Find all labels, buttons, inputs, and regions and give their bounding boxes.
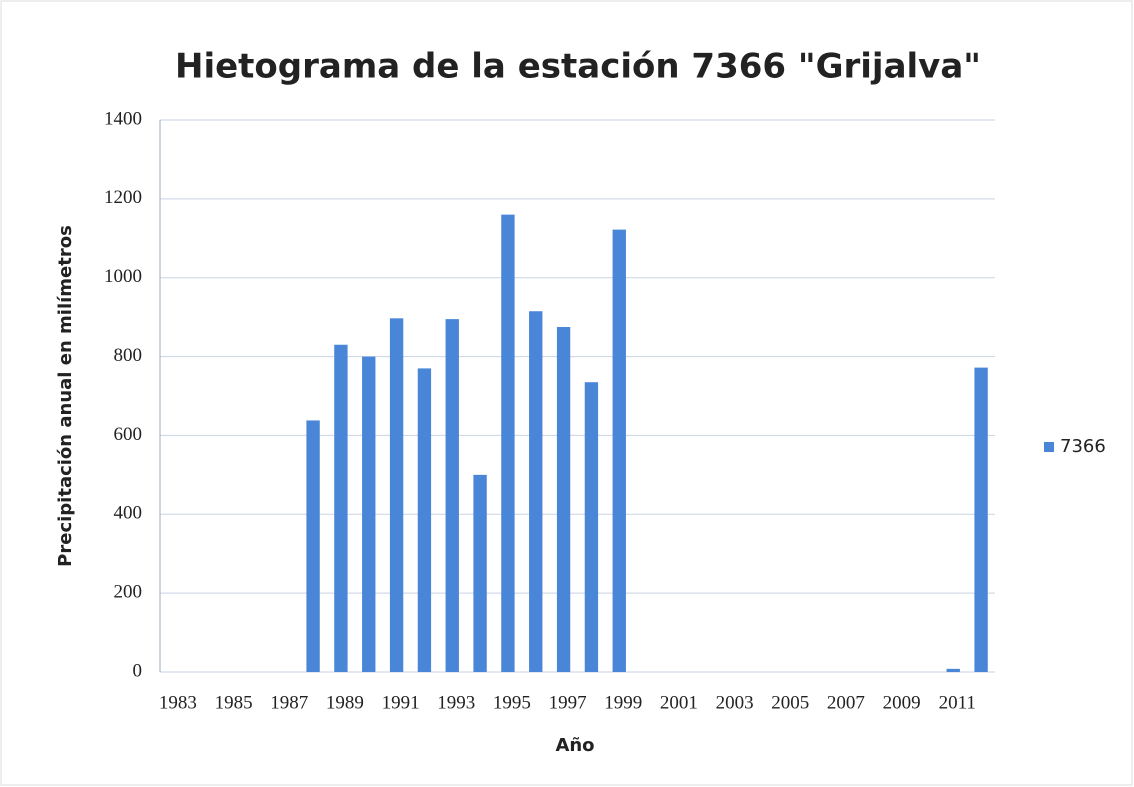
x-tick-label: 2011 bbox=[939, 692, 976, 713]
x-tick-label: 1999 bbox=[604, 692, 642, 713]
bar bbox=[946, 668, 960, 672]
x-tick-label: 2001 bbox=[660, 692, 698, 713]
bar bbox=[334, 344, 348, 672]
y-tick-label: 800 bbox=[114, 345, 143, 366]
y-tick-label: 1400 bbox=[104, 108, 142, 129]
bar bbox=[306, 420, 320, 672]
x-tick-label: 2007 bbox=[827, 692, 865, 713]
bar bbox=[501, 214, 515, 672]
bar bbox=[529, 311, 543, 672]
x-tick-label: 1989 bbox=[326, 692, 364, 713]
y-tick-label: 1000 bbox=[104, 266, 142, 287]
bar bbox=[445, 319, 459, 672]
bar bbox=[362, 356, 376, 672]
bar bbox=[612, 229, 626, 672]
y-tick-label: 600 bbox=[114, 424, 143, 445]
x-tick-label: 1985 bbox=[215, 692, 253, 713]
bar bbox=[556, 327, 571, 672]
legend-swatch bbox=[1044, 442, 1054, 452]
y-tick-label: 0 bbox=[133, 660, 143, 681]
bar bbox=[473, 474, 487, 672]
x-tick-label: 2005 bbox=[771, 692, 809, 713]
legend-label: 7366 bbox=[1060, 436, 1106, 457]
x-tick-label: 1995 bbox=[493, 692, 531, 713]
bar bbox=[417, 368, 432, 672]
x-tick-label: 1991 bbox=[382, 692, 420, 713]
x-tick-label: 1983 bbox=[159, 692, 197, 713]
y-axis-label: Precipitación anual en milímetros bbox=[55, 225, 76, 567]
x-tick-label: 2003 bbox=[716, 692, 754, 713]
y-tick-label: 200 bbox=[114, 582, 143, 603]
chart-title: Hietograma de la estación 7366 "Grijalva… bbox=[175, 47, 981, 87]
y-tick-label: 1200 bbox=[104, 187, 142, 208]
x-axis-label: Año bbox=[555, 735, 594, 756]
x-tick-label: 2009 bbox=[883, 692, 921, 713]
x-tick-label: 1987 bbox=[270, 692, 308, 713]
x-tick-label: 1993 bbox=[437, 692, 475, 713]
y-tick-label: 400 bbox=[114, 503, 143, 524]
bar bbox=[389, 318, 404, 672]
x-tick-label: 1997 bbox=[549, 692, 587, 713]
bar bbox=[584, 382, 599, 672]
bar bbox=[974, 367, 988, 672]
